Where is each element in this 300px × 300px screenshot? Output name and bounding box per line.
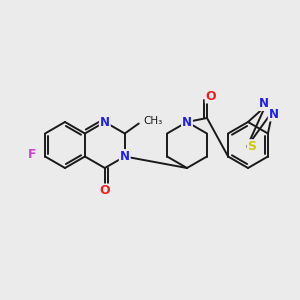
Text: O: O xyxy=(206,89,216,103)
Text: O: O xyxy=(100,184,110,197)
Text: S: S xyxy=(248,140,256,153)
Text: N: N xyxy=(182,116,192,128)
Text: F: F xyxy=(28,148,36,161)
Text: N: N xyxy=(100,116,110,128)
Text: N: N xyxy=(259,97,269,110)
Text: N: N xyxy=(120,150,130,163)
Text: N: N xyxy=(269,107,279,121)
Text: CH₃: CH₃ xyxy=(144,116,163,127)
